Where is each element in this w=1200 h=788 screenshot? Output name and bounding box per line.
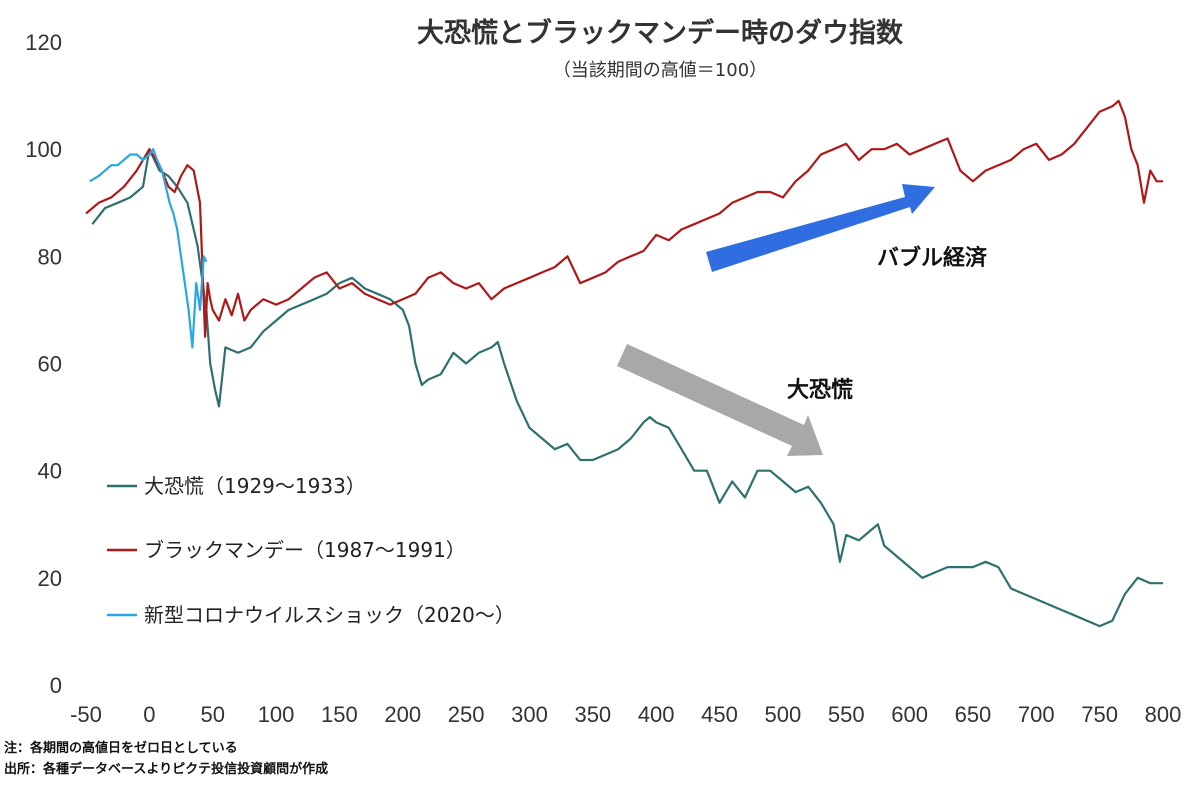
series-lines <box>85 99 1163 628</box>
x-tick-label: 400 <box>638 702 675 727</box>
legend-label-depression: 大恐慌（1929～1933） <box>144 474 366 498</box>
x-tick-label: 350 <box>574 702 611 727</box>
x-tick-label: 0 <box>143 702 155 727</box>
x-tick-label: 150 <box>321 702 358 727</box>
x-tick-label: 100 <box>258 702 295 727</box>
y-tick-label: 80 <box>38 244 62 269</box>
x-tick-label: 250 <box>448 702 485 727</box>
x-tick-label: 450 <box>701 702 738 727</box>
legend: 大恐慌（1929～1933） ブラックマンデー（1987～1991） 新型コロナ… <box>107 474 515 627</box>
x-tick-label: 600 <box>891 702 928 727</box>
y-tick-label: 100 <box>25 137 62 162</box>
x-tick-label: 700 <box>1018 702 1055 727</box>
depression-label: 大恐慌 <box>787 377 853 403</box>
series-line-black-monday <box>85 99 1163 338</box>
x-tick-label: 750 <box>1081 702 1118 727</box>
series-line-depression <box>91 148 1163 628</box>
footnote-note: 注：各期間の高値日をゼロ日としている <box>4 740 238 756</box>
y-axis-ticks: 0 20 40 60 80 100 120 <box>25 30 62 698</box>
x-tick-label: 200 <box>384 702 421 727</box>
y-tick-label: 0 <box>50 673 62 698</box>
y-tick-label: 60 <box>38 352 62 377</box>
bubble-label: バブル経済 <box>877 245 988 271</box>
legend-label-covid: 新型コロナウイルスショック（2020～） <box>144 603 515 627</box>
chart-header: 大恐慌とブラックマンデー時のダウ指数 （当該期間の高値＝100） <box>417 17 904 81</box>
depression-arrow <box>617 344 823 456</box>
x-tick-label: 500 <box>765 702 802 727</box>
legend-item-covid: 新型コロナウイルスショック（2020～） <box>107 603 515 627</box>
bubble-arrow-shape <box>706 184 935 272</box>
chart-subtitle: （当該期間の高値＝100） <box>553 60 767 81</box>
y-tick-label: 20 <box>38 566 62 591</box>
legend-item-depression: 大恐慌（1929～1933） <box>107 474 366 498</box>
chart-title: 大恐慌とブラックマンデー時のダウ指数 <box>417 17 904 49</box>
bubble-arrow <box>706 184 935 272</box>
legend-item-black-monday: ブラックマンデー（1987～1991） <box>107 538 466 562</box>
x-axis-ticks: -50 0 50 100 150 200 250 300 350 400 450 500 550 600 6… <box>70 702 1181 727</box>
x-tick-label: 800 <box>1145 702 1182 727</box>
x-tick-label: 300 <box>511 702 548 727</box>
legend-label-black-monday: ブラックマンデー（1987～1991） <box>144 538 466 562</box>
x-tick-label: 650 <box>955 702 992 727</box>
y-tick-label: 40 <box>38 459 62 484</box>
y-tick-label: 120 <box>25 30 62 55</box>
x-tick-label: 550 <box>828 702 865 727</box>
footnote-source: 出所：各種データベースよりピクテ投信投資顧問が作成 <box>4 761 328 777</box>
x-tick-label: -50 <box>70 702 102 727</box>
x-tick-label: 50 <box>200 702 224 727</box>
series-line-covid <box>89 148 208 349</box>
depression-arrow-shape <box>617 344 823 456</box>
